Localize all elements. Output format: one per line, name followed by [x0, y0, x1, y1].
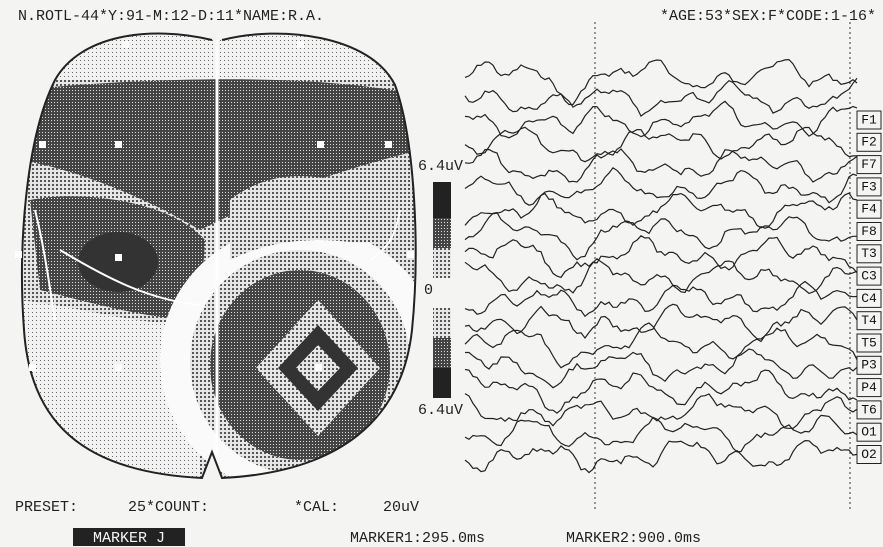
marker-button-label[interactable]: MARKER J — [93, 530, 165, 547]
channel-box — [856, 400, 882, 420]
channel-label: T4 — [861, 313, 877, 328]
channel-label: F4 — [861, 202, 877, 217]
channel-label: F3 — [861, 179, 877, 194]
channel-label: O1 — [861, 425, 877, 440]
channel-box — [856, 311, 882, 331]
waveforms — [464, 58, 858, 474]
waveform — [464, 166, 858, 206]
waveform — [464, 258, 858, 295]
head-outline — [21, 32, 417, 480]
waveform — [464, 148, 858, 183]
waveform — [464, 211, 857, 261]
waveform — [464, 414, 858, 453]
channel-label: F8 — [861, 224, 877, 239]
waveform — [464, 280, 858, 318]
electrodes — [15, 41, 414, 371]
header-left: N.ROTL-44*Y:91-M:12-D:11*NAME:R.A. — [18, 8, 324, 25]
waveform — [464, 368, 858, 414]
channel-label: C4 — [861, 291, 877, 306]
waveform — [464, 322, 858, 369]
scale-top: 6.4uV — [418, 158, 463, 175]
waveform — [464, 126, 858, 163]
channel-label: F2 — [861, 135, 877, 150]
waveform — [464, 100, 858, 139]
channel-box — [856, 110, 882, 130]
channel-box — [856, 266, 882, 286]
channel-label: F1 — [861, 112, 877, 127]
channel-labels: F1 F2 F7 F3 F4 F8 T3 C3 C4 T4 T5 P3 P4 T6 O1 O2 — [856, 110, 882, 464]
scale-bottom: 6.4uV — [418, 402, 463, 419]
waveform — [465, 348, 858, 389]
waveform — [464, 439, 858, 474]
waveform — [464, 58, 858, 106]
waveform — [464, 303, 858, 340]
color-scale — [433, 182, 451, 398]
cal-label: *CAL: — [294, 499, 339, 516]
channel-label: T6 — [861, 402, 877, 417]
channel-box — [856, 355, 882, 375]
marker-button[interactable] — [73, 528, 185, 546]
channel-label: T3 — [861, 246, 877, 261]
channel-box — [856, 445, 882, 464]
channel-box — [856, 222, 882, 241]
channel-box — [856, 177, 882, 197]
channel-label: O2 — [861, 447, 877, 462]
channel-label: P3 — [861, 358, 877, 373]
channel-label: C3 — [861, 269, 877, 284]
waveform — [464, 235, 858, 279]
channel-box — [856, 155, 882, 175]
count-label: 25*COUNT: — [128, 499, 209, 516]
channel-box — [856, 378, 882, 398]
marker1: MARKER1:295.0ms — [350, 530, 485, 547]
header-right: *AGE:53*SEX:F*CODE:1-16* — [660, 8, 876, 25]
channel-box — [856, 422, 882, 442]
channel-label: P4 — [861, 380, 877, 395]
waveform — [464, 77, 858, 118]
channel-box — [856, 333, 882, 353]
channel-box — [856, 199, 882, 219]
channel-label: T5 — [861, 335, 877, 350]
waveform — [464, 192, 858, 229]
preset-label: PRESET: — [15, 499, 78, 516]
channel-box — [856, 244, 882, 264]
scale-zero: 0 — [424, 282, 433, 299]
marker2: MARKER2:900.0ms — [566, 530, 701, 547]
channel-box — [856, 132, 882, 152]
cal-value: 20uV — [383, 499, 419, 516]
channel-label: F7 — [861, 157, 877, 172]
channel-box — [856, 288, 882, 308]
